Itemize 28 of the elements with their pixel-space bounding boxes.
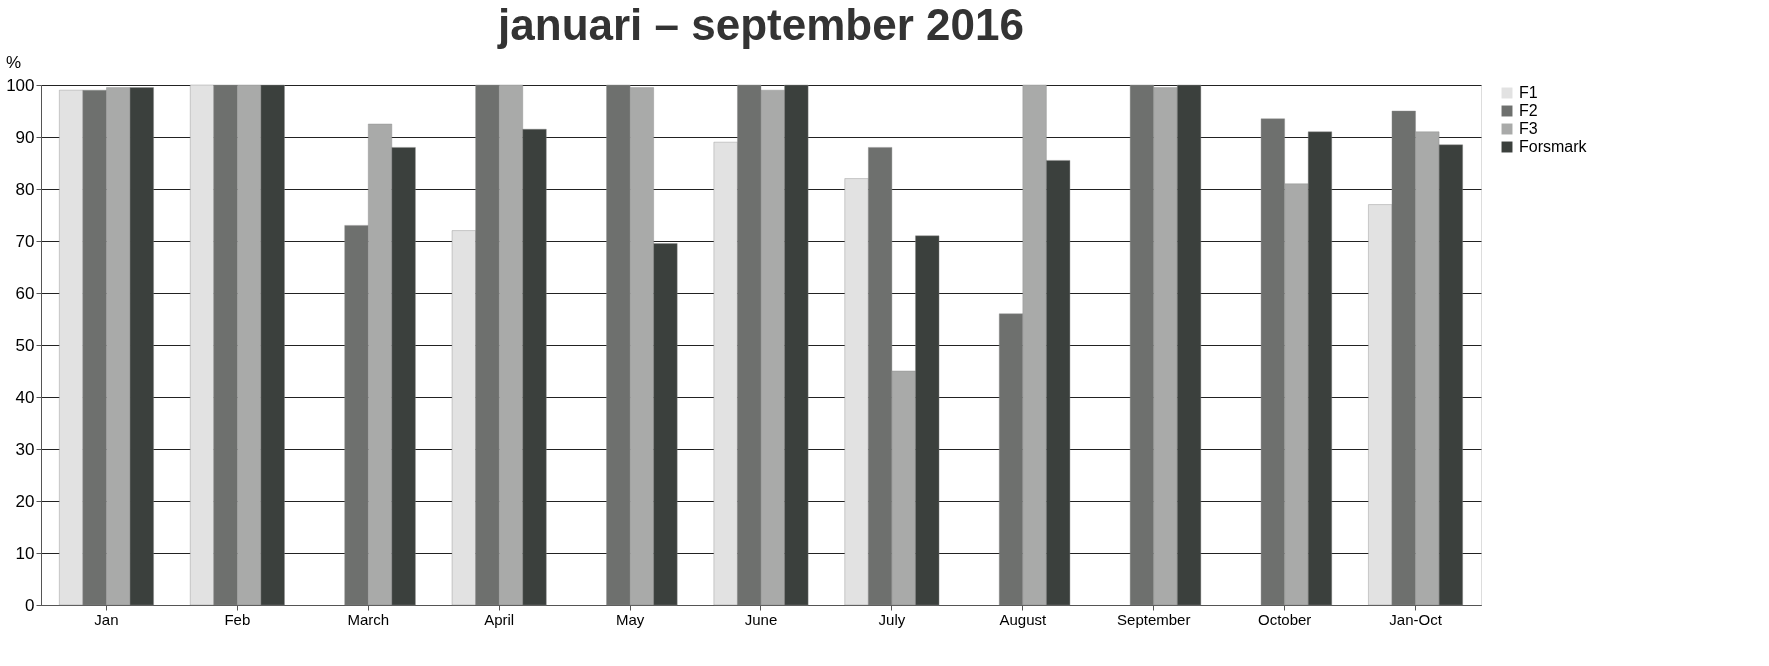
x-tick-label: July (878, 610, 906, 628)
x-tick-label: May (615, 610, 645, 628)
y-tick-label: 10 (15, 543, 35, 563)
x-tick-label: September (1117, 610, 1191, 628)
chart-title: januari – september 2016 (497, 0, 1024, 49)
legend-label: F3 (1519, 120, 1538, 137)
x-tick-label: Jan-Oct (1389, 610, 1443, 628)
y-tick-label: 60 (15, 283, 35, 303)
x-tick-label: October (1257, 610, 1312, 628)
y-tick-label: 70 (15, 231, 35, 251)
y-tick-label: 80 (15, 179, 35, 199)
x-tick-label: March (347, 610, 390, 628)
y-tick-label: 100 (6, 75, 35, 95)
legend-label: Forsmark (1519, 138, 1588, 155)
legend-label: F2 (1519, 102, 1538, 119)
x-tick-label: June (744, 610, 778, 628)
y-tick-label: 20 (15, 491, 35, 511)
x-tick-label: April (484, 610, 515, 628)
x-tick-label: August (999, 610, 1047, 628)
y-axis-title: % (5, 52, 22, 72)
y-tick-label: 50 (15, 335, 35, 355)
legend-label: F1 (1519, 84, 1538, 101)
y-tick-label: 30 (15, 439, 35, 459)
y-tick-label: 40 (15, 387, 35, 407)
x-tick-label: Jan (94, 610, 119, 628)
y-tick-label: 0 (25, 595, 35, 615)
x-tick-label: Feb (224, 610, 251, 628)
y-tick-label: 90 (15, 127, 35, 147)
